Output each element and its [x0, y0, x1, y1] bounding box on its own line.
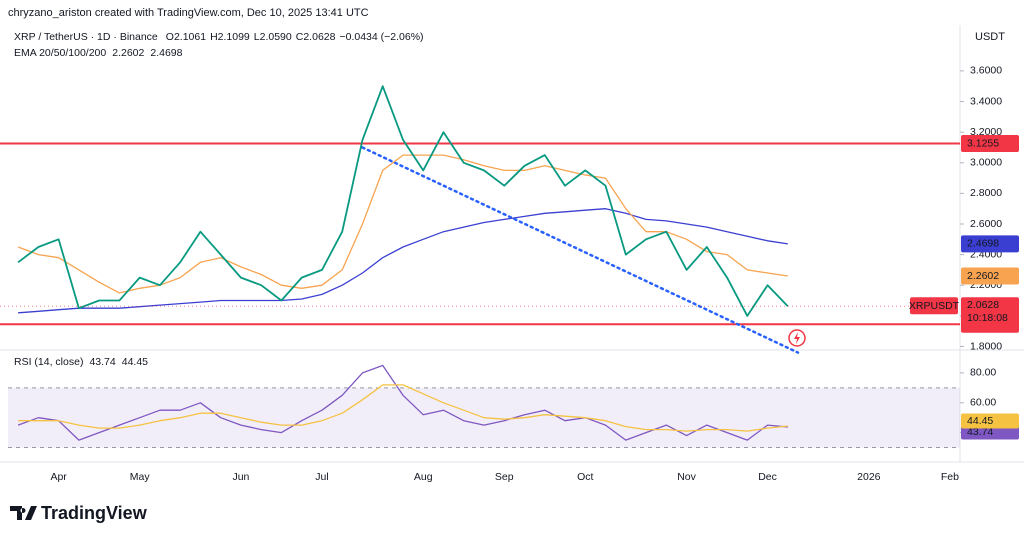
legend: XRP / TetherUS · 1D · Binance EMA 20/50/…	[14, 31, 424, 59]
ema-badge: 2.4698	[967, 238, 999, 250]
ema-badge-bg	[961, 235, 1019, 253]
rsi-value: 43.74	[89, 356, 115, 368]
ema-badge: 2.2602	[967, 270, 999, 282]
ohlc-h: H	[210, 31, 218, 43]
ohlc-o-val: 2.1061	[174, 31, 206, 43]
x-tick-label: Jul	[315, 471, 328, 483]
last-price-badge: 2.0628	[967, 299, 999, 311]
countdown: 10:18:08	[967, 312, 1008, 324]
last-price-badge-bg	[961, 297, 1019, 328]
level-badge: 3.1255	[967, 137, 999, 149]
ema-badge-bg	[961, 267, 1019, 285]
y-tick-label: 2.6000	[970, 218, 1002, 230]
x-tick-label: 2026	[857, 471, 881, 483]
y-tick-label: 60.00	[970, 397, 996, 409]
rsi-badge-bg	[961, 413, 1019, 429]
ohlc-l: L	[254, 31, 260, 43]
ohlc-o: O	[166, 31, 174, 43]
symbol-badge: XRPUSDT	[909, 300, 960, 312]
ohlc-change: −0.0434 (−2.06%)	[339, 31, 423, 43]
rsi-badge: 44.45	[967, 415, 993, 427]
ema-value: 2.2602	[112, 47, 144, 59]
y-tick-label: 3.2000	[970, 126, 1002, 138]
x-tick-label: Feb	[941, 471, 959, 483]
ohlc-h-val: 2.1099	[218, 31, 250, 43]
y-tick-label: 80.00	[970, 367, 996, 379]
ohlc-l-val: 2.0590	[260, 31, 292, 43]
y-tick-label: 1.8000	[970, 340, 1002, 352]
x-tick-label: May	[130, 471, 151, 483]
byline: chryzano_ariston created with TradingVie…	[8, 7, 369, 19]
x-tick-label: Jun	[232, 471, 249, 483]
rsi-ma-line	[18, 384, 788, 432]
logo: TradingView	[10, 503, 148, 523]
x-tick-label: Aug	[414, 471, 433, 483]
y-tick-label: 3.6000	[970, 65, 1002, 77]
symbol: XRP / TetherUS · 1D · Binance	[14, 31, 158, 43]
y-tick-label: 3.0000	[970, 157, 1002, 169]
y-tick-label: 2.8000	[970, 187, 1002, 199]
y-tick-label: 3.4000	[970, 95, 1002, 107]
ema-label: EMA 20/50/100/200	[14, 47, 106, 59]
alert-bolt	[794, 332, 800, 344]
ema-line	[17, 154, 788, 294]
x-tick-label: Oct	[577, 471, 593, 483]
ema-value: 2.4698	[150, 47, 182, 59]
trendline	[361, 146, 800, 354]
ohlc-c: C	[296, 31, 304, 43]
x-tick-label: Sep	[495, 471, 514, 483]
ema-line	[18, 208, 788, 314]
price-line	[17, 85, 789, 317]
symbol-badge-bg	[910, 297, 958, 315]
rsi-value: 44.45	[122, 356, 148, 368]
currency: USDT	[975, 31, 1005, 43]
rsi-line	[17, 364, 788, 441]
alert-icon	[788, 329, 806, 347]
x-tick-label: Apr	[50, 471, 67, 483]
x-tick-label: Dec	[758, 471, 777, 483]
rsi-badge: 43.74	[967, 426, 993, 438]
x-tick-label: Nov	[677, 471, 696, 483]
logo-text: TradingView	[41, 503, 148, 523]
rsi-label: RSI (14, close)	[14, 356, 83, 368]
level-badge-bg	[961, 135, 1019, 153]
ohlc-c-val: 2.0628	[303, 31, 335, 43]
